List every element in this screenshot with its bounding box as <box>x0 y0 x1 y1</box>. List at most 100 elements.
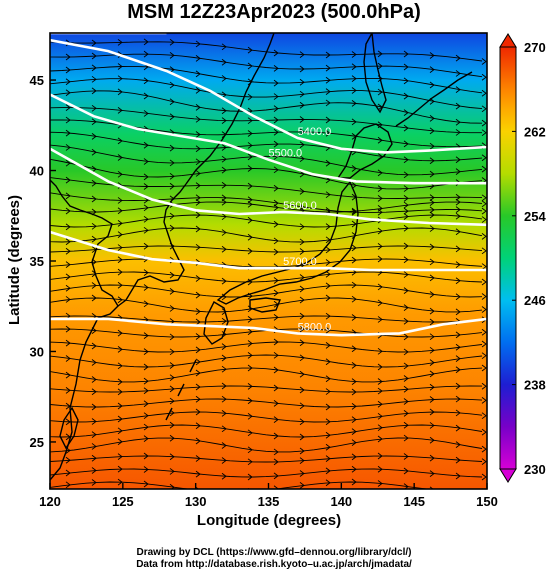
wind-arrow <box>273 289 279 297</box>
wind-arrow <box>221 213 227 221</box>
wind-arrow <box>221 343 227 350</box>
wind-arrow <box>429 52 435 59</box>
wind-arrow <box>273 220 279 228</box>
wind-arrow <box>273 166 279 174</box>
wind-arrow <box>481 247 487 255</box>
wind-arrow <box>299 101 305 109</box>
wind-arrow <box>481 293 487 300</box>
wind-arrow <box>455 70 461 77</box>
wind-arrow <box>273 366 279 374</box>
wind-arrow <box>377 195 383 202</box>
wind-arrow <box>429 307 435 315</box>
wind-arrow <box>195 198 201 206</box>
wind-arrow <box>65 284 71 292</box>
wind-arrow <box>221 43 227 51</box>
wind-arrow <box>429 211 435 219</box>
wind-arrow <box>429 258 435 266</box>
wind-arrow <box>429 318 435 326</box>
wind-arrow <box>91 342 97 350</box>
wind-arrow <box>117 39 123 46</box>
x-tick-label: 150 <box>476 494 498 509</box>
wind-arrow <box>221 58 227 66</box>
wind-arrow <box>195 358 201 366</box>
wind-arrow <box>169 468 175 475</box>
wind-arrow <box>247 247 253 255</box>
wind-arrow <box>273 277 279 284</box>
wind-arrow <box>247 446 253 454</box>
wind-arrow <box>117 296 123 304</box>
wind-arrow <box>247 142 253 149</box>
wind-arrow <box>117 88 123 96</box>
wind-arrow <box>325 129 331 137</box>
wind-arrow <box>429 115 435 122</box>
wind-arrow <box>222 504 226 510</box>
contour-label: 5400.0 <box>298 126 332 138</box>
wind-arrow <box>377 62 383 70</box>
wind-arrow <box>143 435 149 442</box>
wind-arrow <box>481 207 487 215</box>
wind-arrow <box>325 342 331 349</box>
wind-arrow <box>169 374 175 382</box>
wind-arrow <box>143 110 149 117</box>
wind-arrow <box>325 326 331 334</box>
wind-arrow <box>91 376 97 383</box>
wind-arrow <box>351 453 357 461</box>
wind-arrow <box>91 64 97 72</box>
wind-arrow <box>325 388 331 395</box>
wind-arrow <box>325 159 331 167</box>
china-coast <box>50 179 119 481</box>
wind-arrow <box>143 204 149 212</box>
wind-arrow <box>247 473 253 481</box>
wind-arrow <box>351 256 357 264</box>
wind-arrow <box>455 472 461 480</box>
wind-arrow <box>247 216 253 224</box>
wind-arrow <box>455 261 461 268</box>
wind-arrow <box>273 184 279 192</box>
wind-arrow <box>117 362 123 370</box>
wind-arrow <box>65 223 71 231</box>
wind-arrow <box>117 256 123 264</box>
wind-arrow <box>221 166 227 174</box>
wind-arrow <box>299 170 305 178</box>
wind-arrow <box>91 359 97 366</box>
wind-arrow <box>351 182 357 189</box>
wind-arrow <box>65 78 71 86</box>
wind-arrow <box>65 386 71 394</box>
wind-arrow <box>377 136 383 144</box>
wind-arrow <box>429 422 435 429</box>
wind-arrow <box>481 352 487 360</box>
wind-arrow <box>91 282 97 289</box>
wind-arrow <box>403 171 409 179</box>
contour-line <box>50 230 487 272</box>
wind-arrow <box>429 436 435 444</box>
wind-arrow <box>117 388 123 396</box>
wind-arrow <box>221 277 227 285</box>
wind-arrow <box>429 454 435 462</box>
wind-arrow <box>325 418 331 426</box>
wind-arrow <box>117 244 123 251</box>
wind-arrow <box>481 428 487 436</box>
wind-arrow <box>481 458 487 466</box>
wind-arrow <box>299 188 305 195</box>
wind-arrow <box>299 418 305 426</box>
wind-arrow <box>325 479 331 487</box>
wind-arrow <box>91 418 97 425</box>
wind-arrow <box>403 256 409 264</box>
wind-arrow <box>273 93 279 100</box>
contour-line <box>50 147 487 227</box>
wind-arrow <box>299 128 305 136</box>
wind-arrow <box>403 140 409 148</box>
wind-arrow <box>66 493 70 499</box>
colorbar-tick-label: 270 <box>524 40 546 55</box>
wind-arrow <box>143 183 149 190</box>
wind-arrow <box>65 159 71 167</box>
wind-arrow <box>481 278 487 286</box>
wind-arrow <box>195 308 201 315</box>
wind-arrow <box>351 51 357 58</box>
wind-arrow <box>377 316 383 323</box>
y-tick-label: 45 <box>30 73 44 88</box>
wind-arrow <box>429 81 435 89</box>
wind-arrow <box>117 219 123 227</box>
wind-arrow <box>169 483 175 489</box>
wind-arrow <box>143 387 149 395</box>
